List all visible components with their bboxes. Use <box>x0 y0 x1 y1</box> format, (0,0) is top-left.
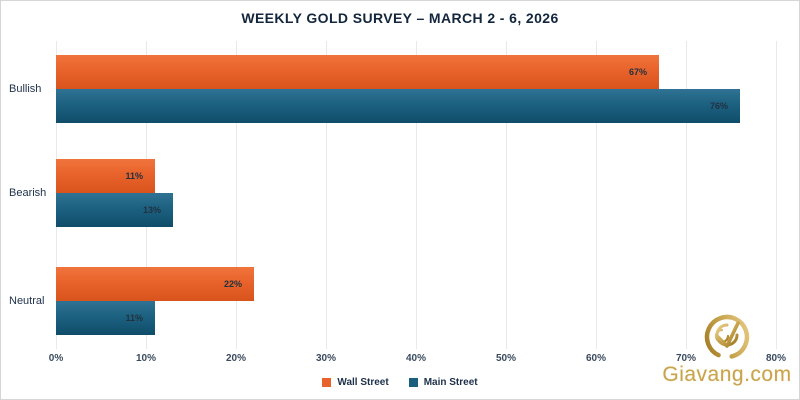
x-tick-label: 20% <box>225 353 246 364</box>
plot-area: 67% 76% 11% 13% 22% 11% <box>56 41 777 349</box>
bar-data-label: 13% <box>142 205 161 215</box>
wall-street-swatch-icon <box>322 377 332 387</box>
bar-data-label: 67% <box>628 67 647 77</box>
x-tick-label: 30% <box>315 353 336 364</box>
bar-data-label: 11% <box>125 313 143 323</box>
main-street-swatch-icon <box>408 377 418 387</box>
watermark-text: Giavang.com <box>662 363 792 386</box>
gridline <box>506 41 507 349</box>
legend-item-wall-street: Wall Street <box>322 376 389 388</box>
gridline <box>236 41 237 349</box>
bar-bearish-wall-street: 11% <box>56 159 155 193</box>
category-label-neutral: Neutral <box>9 295 45 307</box>
x-tick-label: 40% <box>405 353 426 364</box>
bar-bullish-main-street: 76% <box>56 89 740 123</box>
bar-neutral-main-street: 11% <box>56 301 155 335</box>
bar-bearish-main-street: 13% <box>56 193 173 227</box>
x-tick-label: 60% <box>585 353 606 364</box>
bar-data-label: 11% <box>125 171 143 181</box>
watermark: Giavang.com <box>657 312 797 398</box>
legend-label: Wall Street <box>337 376 389 388</box>
category-label-bearish: Bearish <box>9 187 47 199</box>
x-tick-label: 50% <box>495 353 516 364</box>
x-tick-label: 10% <box>135 353 156 364</box>
bar-data-label: 22% <box>223 279 242 289</box>
legend: Wall Street Main Street <box>1 374 799 390</box>
chart-title: WEEKLY GOLD SURVEY – MARCH 2 - 6, 2026 <box>241 10 559 26</box>
bar-neutral-wall-street: 22% <box>56 267 254 301</box>
gridline <box>416 41 417 349</box>
x-tick-label: 80% <box>765 353 786 364</box>
bar-bullish-wall-street: 67% <box>56 55 659 89</box>
gridline <box>686 41 687 349</box>
gold-check-circle-icon <box>704 314 750 360</box>
gridline <box>776 41 777 349</box>
category-label-bullish: Bullish <box>9 83 42 95</box>
legend-item-main-street: Main Street <box>408 376 478 388</box>
x-tick-label: 70% <box>675 353 696 364</box>
gridline <box>596 41 597 349</box>
x-tick-label: 0% <box>48 353 64 364</box>
bar-data-label: 76% <box>709 101 728 111</box>
legend-label: Main Street <box>423 376 478 388</box>
gridline <box>326 41 327 349</box>
